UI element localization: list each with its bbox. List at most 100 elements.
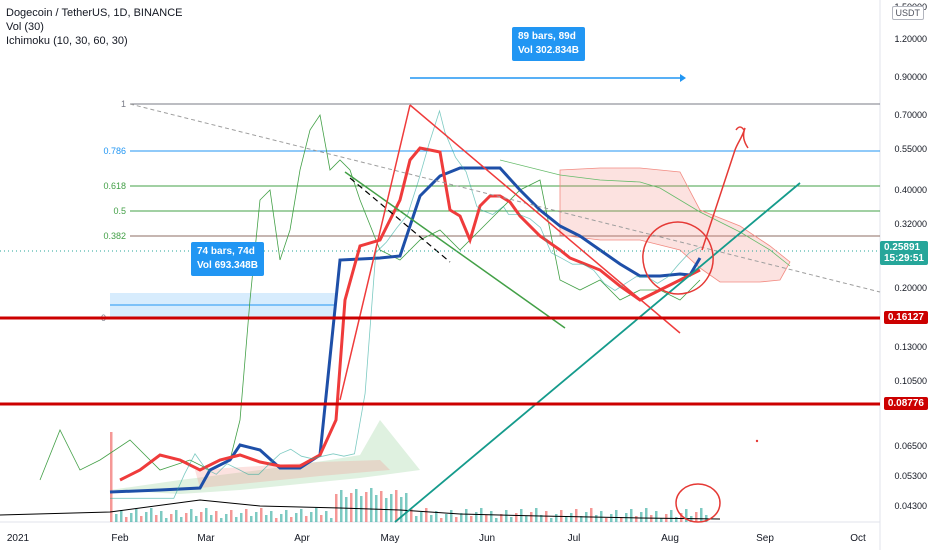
x-tick-label: Sep [756, 533, 774, 544]
measure-box-top: 89 bars, 89d Vol 302.834B [512, 27, 585, 61]
volume-bar [270, 511, 273, 522]
volume-bar [305, 516, 308, 522]
volume-bar [415, 516, 418, 522]
legend-vol: Vol (30) [6, 21, 44, 33]
ichimoku-lagging-span [39, 113, 701, 481]
annotation-circle-volume [675, 483, 721, 523]
y-tick-label: 0.90000 [894, 72, 927, 82]
y-tick-label: 0.05300 [894, 471, 927, 481]
volume-bar [175, 510, 178, 522]
fib-level-label: 0.618 [103, 181, 126, 191]
red-wedge-line [409, 104, 681, 334]
volume-bar [180, 517, 183, 522]
volume-bar [110, 432, 113, 522]
volume-bar [200, 512, 203, 522]
measure-top-bars: 89 bars, 89d [518, 31, 576, 42]
price-candles-trace [110, 109, 701, 499]
volume-bar [190, 509, 193, 522]
volume-bar [435, 511, 438, 522]
volume-bar [205, 508, 208, 522]
volume-bar [250, 516, 253, 522]
volume-bar [605, 518, 608, 522]
annotation-dot [755, 439, 759, 443]
volume-bar [300, 509, 303, 522]
volume-bar [645, 508, 648, 522]
channel-dashed-line [349, 177, 451, 263]
volume-bar [295, 513, 298, 522]
volume-bar [420, 512, 423, 522]
y-tick-label: 0.10500 [894, 376, 927, 386]
volume-bar [170, 514, 173, 522]
x-tick-label: 2021 [7, 533, 30, 544]
volume-bar [280, 514, 283, 522]
volume-bar [525, 516, 528, 522]
volume-bar [680, 513, 683, 522]
volume-bar [430, 515, 433, 522]
volume-bar [165, 518, 168, 522]
volume-bar [410, 509, 413, 522]
ichimoku-conversion-line [119, 146, 701, 482]
y-tick-label: 0.32000 [894, 219, 927, 229]
x-tick-label: Jul [568, 533, 581, 544]
volume-bar [540, 515, 543, 522]
volume-bar [350, 493, 353, 522]
volume-bar [185, 513, 188, 522]
level-lower-tag: 0.08776 [883, 397, 928, 410]
volume-bar [535, 508, 538, 522]
volume-bar [390, 494, 393, 522]
volume-bar [450, 510, 453, 522]
volume-bar [530, 512, 533, 522]
measure-arrowhead-top [680, 74, 686, 82]
volume-bar [615, 510, 618, 522]
volume-bar [365, 492, 368, 522]
volume-bar [670, 510, 673, 522]
volume-bar [255, 512, 258, 522]
y-tick-label: 1.20000 [894, 34, 927, 44]
volume-bar [445, 514, 448, 522]
price-axis-panel [880, 0, 932, 550]
annotation-arrow-up [701, 127, 749, 251]
volume-bar [425, 508, 428, 522]
volume-bar [370, 488, 373, 522]
volume-bar [555, 514, 558, 522]
volume-bar [460, 513, 463, 522]
volume-bar [635, 516, 638, 522]
legend-title: Dogecoin / TetherUS, 1D, BINANCE [6, 7, 183, 19]
ichimoku-cloud-green [110, 420, 420, 494]
volume-bar [655, 511, 658, 522]
x-tick-label: Apr [294, 533, 310, 544]
measure-box-left: 74 bars, 74d Vol 693.348B [191, 242, 264, 276]
fib-level-label: 1 [121, 99, 126, 109]
x-tick-label: May [381, 533, 400, 544]
axis-unit-label[interactable]: USDT [891, 6, 924, 20]
volume-bar [245, 509, 248, 522]
volume-bar [260, 508, 263, 522]
volume-bar [570, 513, 573, 522]
x-tick-label: Mar [197, 533, 215, 544]
measure-left-bars: 74 bars, 74d [197, 246, 255, 257]
volume-bar [475, 512, 478, 522]
volume-bar [130, 513, 133, 522]
x-tick-label: Jun [479, 533, 495, 544]
annotation-arrow-head [735, 126, 745, 131]
fib-level-label: 0.382 [103, 231, 126, 241]
volume-bar [145, 512, 148, 522]
current-price-countdown: 15:29:51 [883, 253, 924, 264]
current-price-value: 0.25891 [883, 242, 921, 253]
fib-level-label: 0.5 [113, 206, 126, 216]
volume-bar [315, 508, 318, 522]
volume-bar [595, 515, 598, 522]
y-tick-label: 0.40000 [894, 185, 927, 195]
volume-bar [275, 518, 278, 522]
volume-bar [195, 516, 198, 522]
y-tick-label: 0.55000 [894, 144, 927, 154]
annotation-circle-price [642, 221, 714, 295]
volume-bar [675, 517, 678, 522]
volume-bar [285, 510, 288, 522]
volume-bar [590, 508, 593, 522]
volume-bar [565, 517, 568, 522]
y-tick-label: 0.06500 [894, 441, 927, 451]
volume-bar [115, 514, 118, 522]
